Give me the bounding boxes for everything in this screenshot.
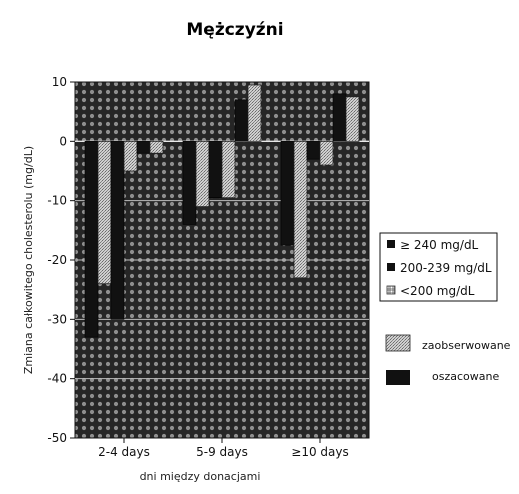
y-tick-label: 0 [59, 134, 67, 148]
bars [84, 84, 360, 338]
bar-observed-200-239-cat1 [221, 140, 236, 199]
bar-estimated-200-cat0 [136, 141, 151, 154]
bar-observed-200-cat2 [345, 96, 360, 142]
legend-swatch-estimated [386, 370, 410, 385]
series-legend-box [379, 232, 498, 302]
x-axis-ticks: 2-4 days 5-9 days ≥10 days [98, 438, 349, 459]
chart-title: Mężczyźni [186, 20, 283, 40]
legend-label-observed: zaobserwowane [422, 339, 511, 352]
bar-estimated-240-cat0 [84, 141, 99, 338]
x-tick-label: 2-4 days [98, 445, 150, 459]
y-tick-label: -40 [47, 372, 67, 386]
y-tick-label: -30 [47, 312, 67, 326]
legend-label-200: <200 mg/dL [400, 284, 475, 298]
legend-swatch-200 [386, 285, 396, 295]
bar-observed-240-cat1 [195, 140, 210, 207]
series-legend: ≥ 240 mg/dL 200-239 mg/dL <200 mg/dL [379, 232, 498, 302]
y-tick-label: -20 [47, 253, 67, 267]
y-axis-ticks: 10 0 -10 -20 -30 -40 -50 [47, 75, 75, 445]
bar-estimated-240-cat2 [280, 141, 295, 246]
x-tick-label: 5-9 days [196, 445, 248, 459]
legend-label-200-239: 200-239 mg/dL [400, 261, 492, 275]
bar-observed-200-cat1 [247, 84, 262, 142]
bar-estimated-240-cat1 [182, 141, 197, 225]
bar-estimated-200-239-cat2 [306, 141, 321, 160]
bar-estimated-200-cat2 [332, 93, 347, 142]
bar-observed-200-cat0 [149, 140, 164, 154]
legend-swatch-200-239 [387, 263, 395, 271]
bar-observed-200-239-cat2 [319, 140, 334, 166]
bar-observed-200-239-cat0 [123, 140, 138, 172]
y-tick-label: 10 [52, 75, 67, 89]
bar-estimated-200-cat1 [234, 99, 249, 142]
x-tick-label: ≥10 days [291, 445, 348, 459]
legend-label-estimated: oszacowane [432, 370, 499, 383]
x-axis-label: dni między donacjami [140, 470, 261, 483]
bar-observed-240-cat2 [293, 140, 308, 279]
y-tick-label: -10 [47, 194, 67, 208]
legend-label-240: ≥ 240 mg/dL [400, 238, 479, 252]
bar-estimated-200-239-cat0 [110, 141, 125, 320]
type-legend: zaobserwowane oszacowane [385, 334, 511, 385]
bar-observed-240-cat0 [97, 140, 112, 285]
legend-swatch-240 [387, 240, 395, 248]
bar-estimated-200-239-cat1 [208, 141, 223, 198]
y-axis-label: Zmiana całkowitego cholesterolu (mg/dL) [22, 146, 35, 374]
y-tick-label: -50 [47, 431, 67, 445]
legend-swatch-observed [385, 334, 411, 352]
